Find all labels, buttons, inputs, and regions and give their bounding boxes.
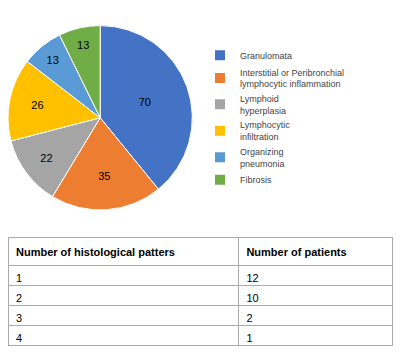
svg-text:4: 4 — [16, 332, 22, 344]
svg-text:22: 22 — [40, 152, 52, 164]
svg-text:2: 2 — [246, 312, 252, 324]
svg-text:Lymphoidhyperplasia: Lymphoidhyperplasia — [240, 94, 286, 116]
svg-text:Number of patients: Number of patients — [246, 246, 346, 258]
svg-text:70: 70 — [139, 96, 151, 108]
svg-text:26: 26 — [31, 99, 43, 111]
svg-text:Granulomata: Granulomata — [240, 51, 292, 61]
svg-text:13: 13 — [47, 54, 59, 66]
svg-text:Lymphocyticinfiltration: Lymphocyticinfiltration — [240, 120, 290, 142]
svg-text:Organizingpneumonia: Organizingpneumonia — [240, 147, 285, 169]
svg-text:Fibrosis: Fibrosis — [240, 175, 272, 185]
svg-text:12: 12 — [246, 272, 258, 284]
svg-text:1: 1 — [16, 272, 22, 284]
svg-text:Number of histological patters: Number of histological patters — [16, 246, 175, 258]
svg-text:Interstitial or Peribronchiall: Interstitial or Peribronchiallymphocytic… — [240, 68, 344, 90]
svg-text:2: 2 — [16, 292, 22, 304]
svg-text:10: 10 — [246, 292, 258, 304]
svg-text:35: 35 — [98, 170, 110, 182]
svg-text:3: 3 — [16, 312, 22, 324]
svg-text:13: 13 — [77, 39, 89, 51]
svg-text:1: 1 — [246, 332, 252, 344]
